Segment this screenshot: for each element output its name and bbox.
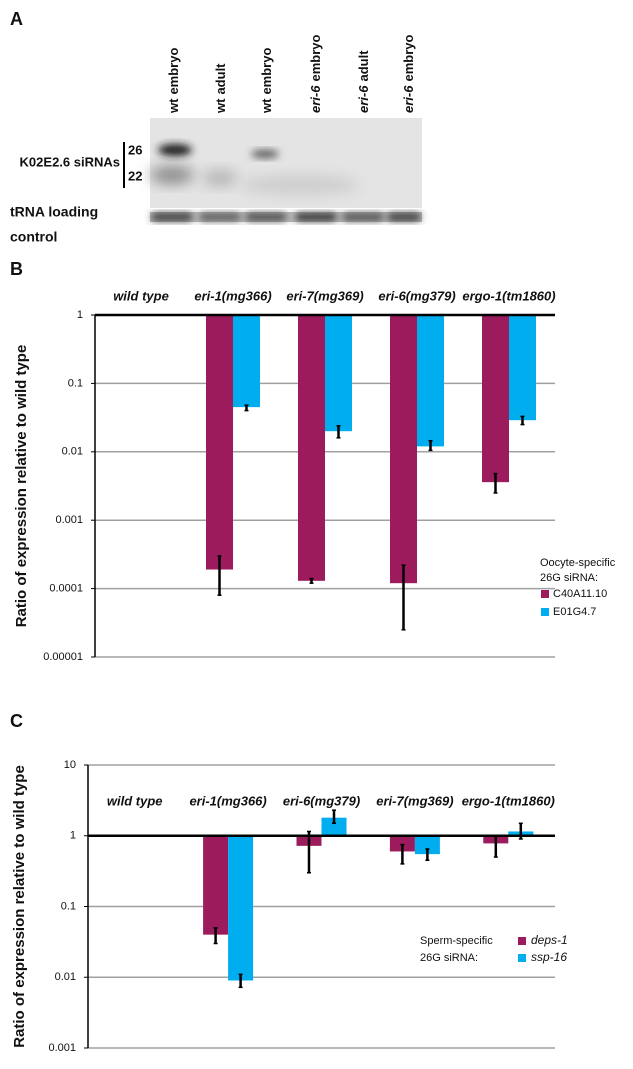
x-tick-label: ergo-1(tm1860) [462, 288, 555, 303]
x-tick-label: eri-6(mg379) [283, 793, 360, 808]
probe-label: K02E2.6 siRNAs [20, 154, 120, 169]
y-axis-label: Ratio of expression relative to wild typ… [11, 765, 28, 1048]
y-tick-label: 1 [70, 830, 76, 842]
lane-stage: embryo [166, 48, 181, 95]
y-tick-label: 10 [64, 759, 76, 771]
y-tick-label: 1 [77, 309, 83, 321]
y-tick-label: 0.0001 [49, 583, 83, 595]
y-tick-label: 0.1 [61, 900, 76, 912]
figure: A B C K02E2.6 siRNAs 26 22 tRNA loading … [0, 0, 633, 1069]
lane-stage: embryo [401, 35, 416, 82]
y-tick-label: 0.01 [62, 446, 83, 458]
x-tick-label: eri-1(mg366) [194, 288, 271, 303]
lane-label: wt embryo [259, 48, 274, 114]
x-tick-label: eri-6(mg379) [378, 288, 455, 303]
lane-strain: wt [259, 98, 274, 114]
y-tick-label: 0.1 [68, 377, 83, 389]
size-label: 26 [128, 142, 142, 157]
bar [509, 315, 536, 420]
loading-label: tRNA loading [10, 204, 98, 220]
bar [206, 315, 233, 570]
lane-strain: eri-6 [308, 85, 323, 113]
y-tick-label: 0.001 [55, 514, 83, 526]
bar [417, 315, 444, 446]
loading-label: control [10, 229, 57, 245]
x-tick-label: eri-1(mg366) [189, 793, 266, 808]
lane-stage: adult [213, 63, 228, 95]
panel-label: C [10, 711, 23, 731]
bar [298, 315, 325, 581]
bar [390, 315, 417, 583]
blot-image [124, 118, 422, 222]
x-tick-label: eri-7(mg369) [286, 288, 363, 303]
lane-strain: eri-6 [401, 85, 416, 113]
legend-label: ssp-16 [531, 950, 567, 964]
x-tick-label: ergo-1(tm1860) [462, 793, 555, 808]
bar [482, 315, 509, 482]
x-tick-label: wild type [107, 793, 163, 808]
y-axis-label: Ratio of expression relative to wild typ… [13, 345, 30, 628]
lane-strain: wt [166, 98, 181, 114]
legend-swatch [541, 590, 549, 598]
x-tick-label: eri-7(mg369) [376, 793, 453, 808]
lane-stage: adult [356, 50, 371, 82]
bar [233, 315, 260, 407]
bar [228, 836, 253, 981]
lane-label: wt embryo [166, 48, 181, 114]
bar [325, 315, 352, 431]
lane-label: eri-6 embryo [401, 35, 416, 113]
lane-stage: embryo [308, 35, 323, 82]
legend-label: C40A11.10 [553, 588, 607, 600]
x-tick-label: wild type [113, 288, 169, 303]
lane-label: eri-6 adult [356, 50, 371, 113]
panel-label: A [10, 9, 23, 29]
lane-label: eri-6 embryo [308, 35, 323, 113]
bar [203, 836, 228, 935]
legend-title: 26G siRNA: [540, 572, 598, 584]
y-tick-label: 0.00001 [43, 651, 83, 663]
panel-label: B [10, 259, 23, 279]
legend-title: 26G siRNA: [420, 952, 478, 964]
size-label: 22 [128, 168, 142, 183]
lane-stage: embryo [259, 48, 274, 95]
legend-title: Sperm-specific [420, 935, 493, 947]
legend-swatch [518, 954, 526, 962]
lane-strain: wt [213, 98, 228, 114]
y-tick-label: 0.001 [48, 1042, 76, 1054]
lane-label: wt adult [213, 63, 228, 114]
legend-swatch [541, 608, 549, 616]
error-bar [310, 579, 314, 584]
y-tick-label: 0.01 [55, 971, 76, 983]
legend-title: Oocyte-specific [540, 557, 616, 569]
legend-label: E01G4.7 [553, 606, 596, 618]
legend-label: deps-1 [531, 933, 568, 947]
legend-swatch [518, 937, 526, 945]
lane-strain: eri-6 [356, 85, 371, 113]
